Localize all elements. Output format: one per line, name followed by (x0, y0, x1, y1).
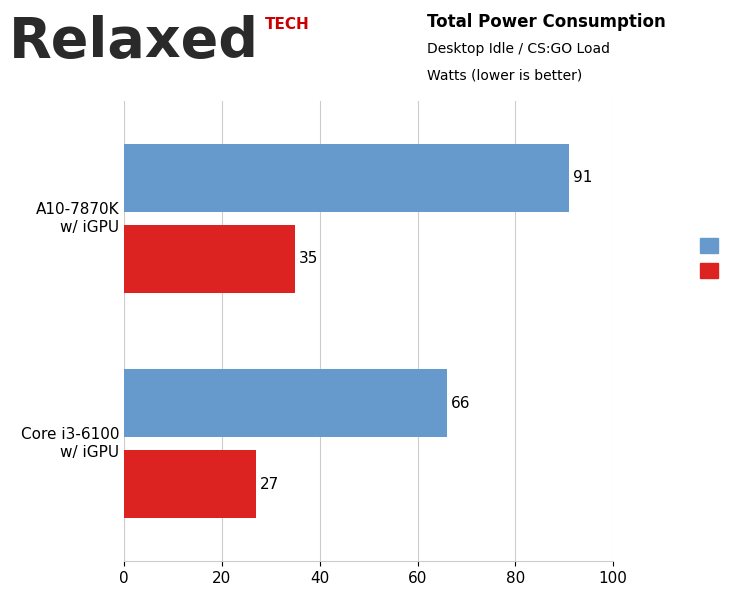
Text: Total Power Consumption: Total Power Consumption (427, 13, 666, 31)
Text: Watts (lower is better): Watts (lower is better) (427, 68, 583, 82)
Bar (124, 144, 569, 212)
Text: TECH: TECH (265, 17, 310, 33)
Bar (124, 369, 447, 437)
Text: 35: 35 (299, 251, 318, 267)
Bar (124, 450, 256, 518)
Legend: Load, Idle: Load, Idle (699, 238, 730, 279)
Text: 66: 66 (451, 396, 470, 411)
Text: Relaxed: Relaxed (9, 15, 258, 69)
Text: Desktop Idle / CS:GO Load: Desktop Idle / CS:GO Load (427, 42, 610, 56)
Text: 27: 27 (260, 477, 280, 491)
Bar (124, 225, 295, 292)
Text: 91: 91 (573, 171, 593, 185)
